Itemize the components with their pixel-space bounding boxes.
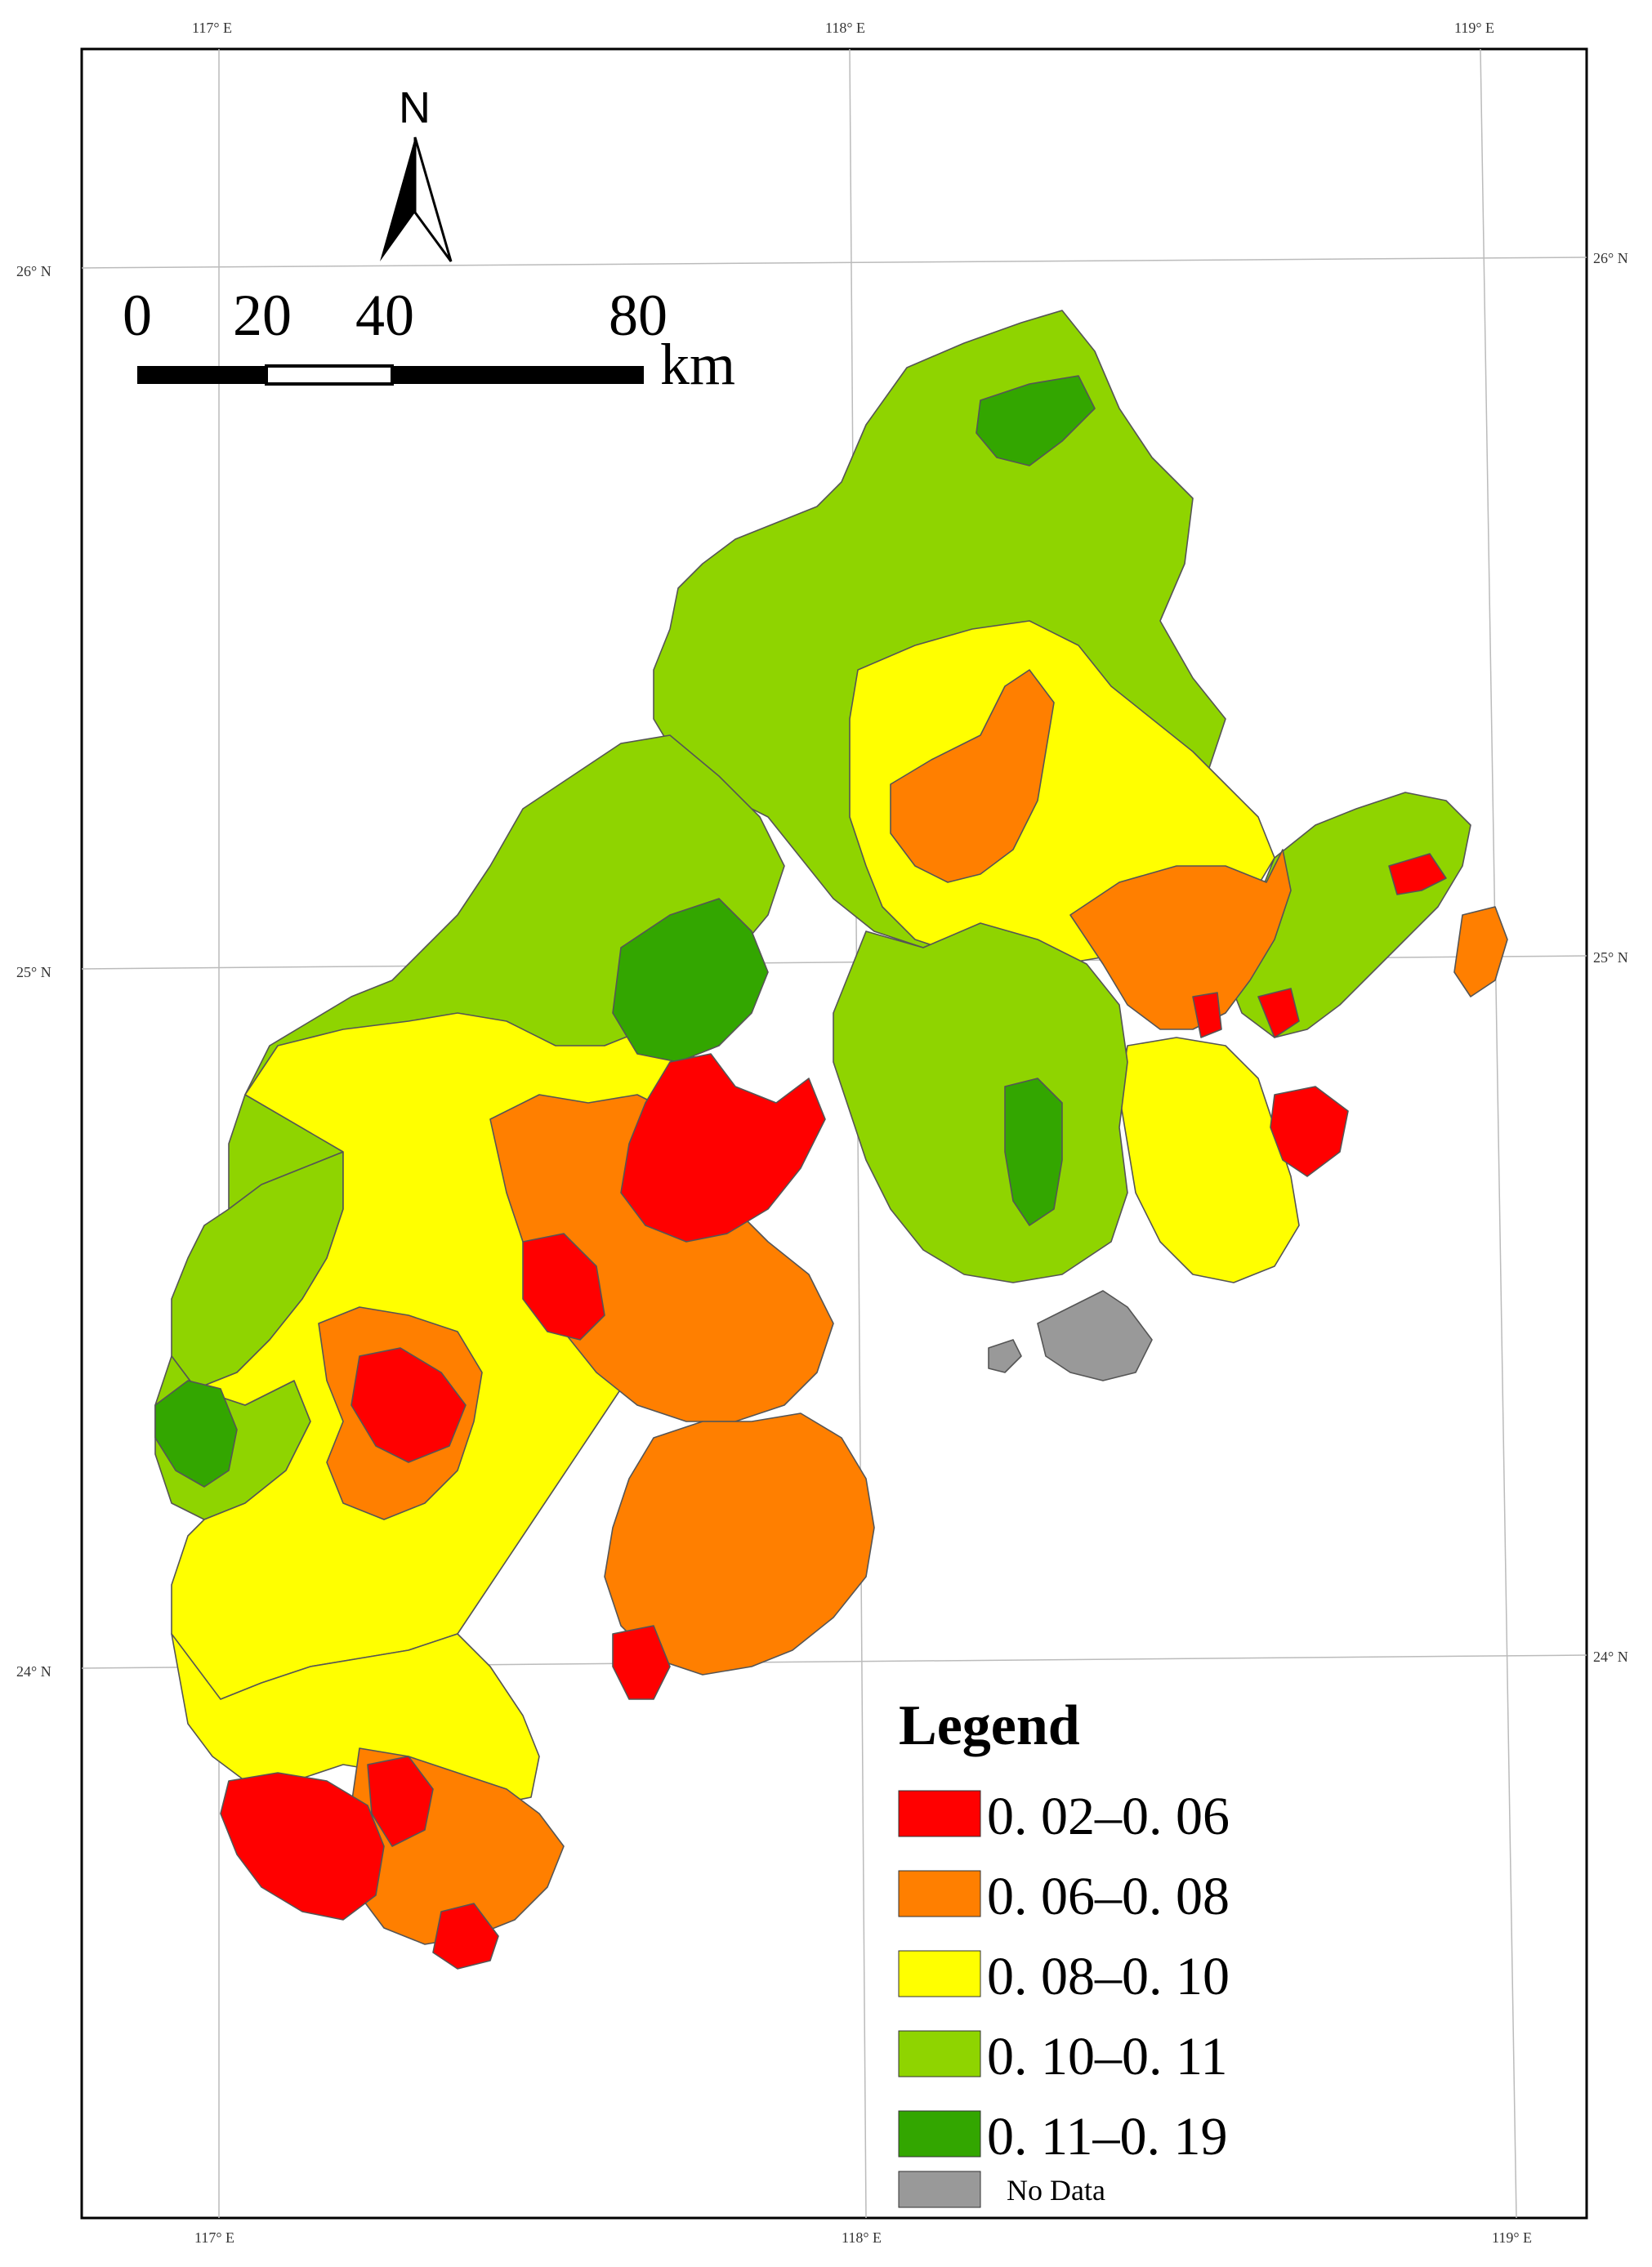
legend-label-1: 0. 02–0. 06 <box>987 1787 1230 1846</box>
scale-tick-20: 20 <box>233 283 292 348</box>
top-label-119: 119° E <box>1454 20 1494 36</box>
right-label-26: 26° N <box>1593 250 1628 266</box>
parallel-26 <box>81 257 1587 269</box>
region-coastal-yellow <box>1118 1037 1300 1283</box>
scale-tick-0: 0 <box>123 283 152 348</box>
legend-swatch-2 <box>898 1870 981 1917</box>
region-red-southwest <box>350 1347 467 1463</box>
north-arrow-right-half <box>413 136 453 262</box>
region-red-south-a <box>220 1772 385 1921</box>
region-red-east-c <box>1388 853 1447 895</box>
right-label-24: 24° N <box>1593 1649 1628 1665</box>
legend: Legend 0. 02–0. 06 0. 06–0. 08 0. 08–0. … <box>898 1694 1230 2208</box>
top-label-117: 117° E <box>192 20 232 36</box>
region-red-east-a <box>1270 1086 1349 1177</box>
grid-labels: 117° E 118° E 119° E 117° E 118° E 119° … <box>16 20 1628 2246</box>
legend-label-nodata: No Data <box>1007 2174 1105 2207</box>
region-northeast-orange <box>890 669 1055 883</box>
region-red-peninsula <box>432 1903 499 1970</box>
left-label-26: 26° N <box>16 263 51 279</box>
scale-unit: km <box>660 332 735 397</box>
region-nodata-island-a <box>1037 1290 1153 1381</box>
region-darkgreen-east <box>1004 1078 1063 1226</box>
bottom-label-117: 117° E <box>194 2229 234 2246</box>
legend-label-3: 0. 08–0. 10 <box>987 1947 1230 2006</box>
scale-tick-80: 80 <box>609 283 667 348</box>
legend-title: Legend <box>899 1694 1080 1757</box>
legend-swatch-1 <box>898 1790 981 1837</box>
region-red-west <box>522 1233 605 1341</box>
legend-label-4: 0. 10–0. 11 <box>987 2027 1228 2086</box>
region-southeast-orange <box>604 1412 875 1676</box>
north-arrow: N <box>380 83 453 262</box>
legend-swatch-5 <box>898 2110 981 2158</box>
legend-swatch-3 <box>898 1950 981 1997</box>
left-label-25: 25° N <box>16 964 51 980</box>
study-area <box>154 310 1508 1970</box>
scale-bar: 0 20 40 80 km <box>123 283 735 397</box>
legend-label-5: 0. 11–0. 19 <box>987 2107 1228 2167</box>
bottom-label-118: 118° E <box>842 2229 882 2246</box>
north-arrow-left-half <box>380 137 415 261</box>
region-darkgreen-west <box>154 1380 238 1488</box>
region-far-east-orange <box>1453 906 1508 997</box>
scale-segment-20-40 <box>265 364 394 386</box>
region-red-central <box>620 1053 826 1243</box>
meridian-119 <box>1480 48 1517 2219</box>
graticule <box>81 48 1587 2219</box>
legend-swatch-4 <box>898 2030 981 2077</box>
legend-swatch-nodata <box>898 2171 981 2208</box>
region-darkgreen-north <box>976 375 1096 466</box>
scale-tick-40: 40 <box>355 283 414 348</box>
region-red-east-d <box>1192 992 1222 1038</box>
region-red-coastal <box>612 1625 671 1700</box>
left-label-24: 24° N <box>16 1663 51 1680</box>
legend-label-2: 0. 06–0. 08 <box>987 1867 1230 1926</box>
north-arrow-label: N <box>399 83 431 132</box>
region-darkgreen-central <box>612 898 769 1063</box>
top-label-118: 118° E <box>825 20 865 36</box>
right-label-25: 25° N <box>1593 949 1628 966</box>
bottom-label-119: 119° E <box>1492 2229 1532 2246</box>
scale-segment-40-80 <box>392 366 644 384</box>
region-red-south-b <box>367 1756 434 1847</box>
region-east-orange <box>1069 849 1292 1030</box>
region-red-east-b <box>1257 988 1300 1038</box>
scale-segment-0-20 <box>137 366 266 384</box>
region-nodata-island-b <box>988 1339 1022 1373</box>
